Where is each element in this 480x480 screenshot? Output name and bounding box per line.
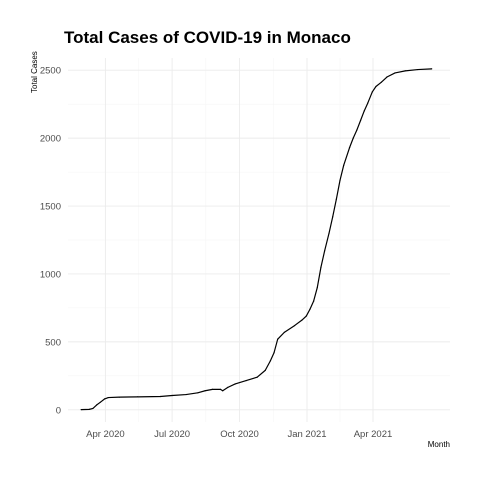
data-point — [328, 232, 330, 234]
y-tick-label: 1500 — [40, 202, 61, 213]
data-point — [96, 404, 98, 406]
data-point — [118, 396, 120, 398]
data-point — [371, 91, 373, 93]
data-point — [256, 376, 258, 378]
y-tick-label: 0 — [56, 405, 61, 416]
series-line — [81, 68, 432, 411]
data-point — [99, 401, 101, 403]
series-group — [80, 68, 433, 411]
data-point — [356, 129, 358, 131]
x-axis-ticks: Apr 2020 Jul 2020 Oct 2020 Jan 2021 Apr 2021 — [86, 429, 392, 440]
data-point — [80, 409, 82, 411]
data-point — [264, 369, 266, 371]
data-point — [204, 390, 206, 392]
y-axis-title: Total Cases — [30, 51, 39, 93]
data-point — [211, 388, 214, 390]
data-point — [375, 85, 377, 88]
data-point — [352, 137, 354, 139]
data-point — [301, 319, 303, 321]
x-axis-title: Month — [428, 440, 450, 449]
data-point — [431, 68, 433, 70]
x-tick-label: Jan 2021 — [287, 429, 326, 440]
data-point — [394, 72, 396, 74]
data-point — [386, 76, 388, 78]
data-point — [245, 379, 247, 382]
data-point — [92, 407, 94, 410]
data-point — [348, 147, 351, 149]
y-tick-label: 2000 — [40, 134, 61, 145]
data-point — [417, 68, 419, 71]
data-point — [343, 164, 345, 166]
y-axis-ticks: 0 500 1000 1500 2000 2500 — [40, 66, 61, 417]
grid — [68, 58, 450, 422]
data-point — [283, 331, 285, 333]
data-point — [332, 216, 334, 218]
data-point — [335, 198, 337, 200]
data-point — [277, 338, 279, 340]
data-point — [227, 386, 229, 388]
data-point — [339, 179, 341, 181]
data-point — [107, 396, 109, 399]
y-tick-label: 1000 — [40, 269, 61, 280]
data-point — [222, 390, 224, 392]
y-tick-label: 500 — [45, 337, 61, 348]
chart-title: Total Cases of COVID-19 in Monaco — [64, 28, 351, 47]
data-point — [363, 110, 365, 112]
data-point — [197, 392, 199, 394]
data-point — [404, 70, 406, 72]
x-tick-label: Apr 2021 — [354, 429, 393, 440]
data-point — [219, 388, 222, 390]
data-point — [367, 102, 369, 104]
data-point — [316, 286, 318, 289]
data-point — [305, 315, 307, 317]
data-point — [88, 408, 90, 410]
data-point — [293, 324, 296, 327]
data-point — [273, 352, 275, 354]
data-point — [234, 383, 236, 385]
data-point — [171, 394, 173, 397]
data-point — [359, 119, 362, 122]
data-point — [104, 398, 106, 400]
data-point — [309, 308, 311, 310]
data-point — [380, 81, 382, 84]
x-tick-label: Apr 2020 — [86, 429, 125, 440]
data-point — [269, 360, 271, 362]
data-point — [324, 250, 326, 252]
x-tick-label: Jul 2020 — [154, 429, 190, 440]
data-point — [159, 395, 161, 398]
data-point — [313, 300, 315, 302]
data-point — [185, 393, 187, 396]
x-tick-label: Oct 2020 — [220, 429, 259, 440]
data-point — [137, 396, 139, 398]
y-tick-label: 2500 — [40, 66, 61, 77]
data-point — [320, 266, 322, 268]
